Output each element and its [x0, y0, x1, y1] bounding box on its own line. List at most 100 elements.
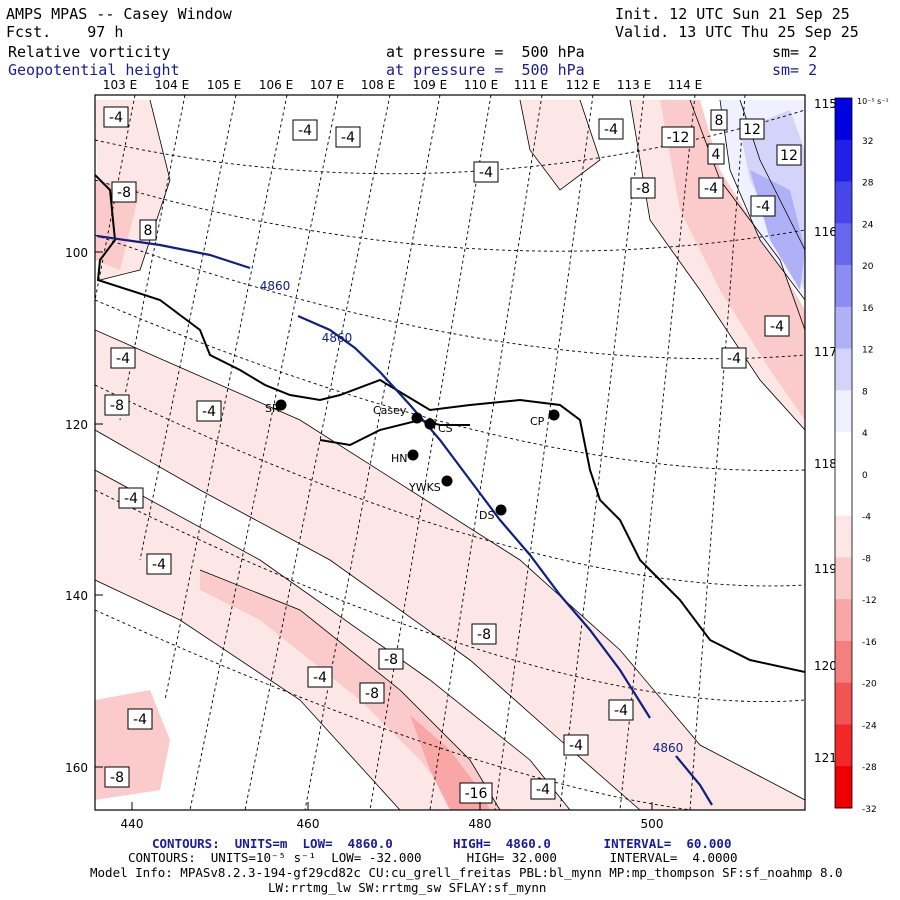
- vorticity-label: -4: [109, 110, 123, 126]
- vorticity-label-box: [118, 487, 144, 509]
- vorticity-label: -8: [384, 652, 398, 668]
- x-tick-label: 480: [469, 817, 492, 831]
- vorticity-label-box: [104, 766, 130, 788]
- vorticity-label-box: [776, 144, 802, 166]
- vorticity-label-box: [110, 347, 136, 369]
- colorbar: 32 28 24 20 16 12 8 4 0 -4 -8 -12 -16 -20 -24 -28 -32 10⁻…: [834, 97, 889, 815]
- colorbar-tick-label: 28: [862, 179, 874, 189]
- colorbar-swatch: [835, 181, 852, 224]
- colorbar-swatch: [835, 640, 852, 684]
- vorticity-label-box: [335, 126, 361, 148]
- height-contour-info: CONTOURS: UNITS=m LOW= 4860.0 HIGH= 4860…: [152, 836, 732, 851]
- y-tick-label: 120: [65, 418, 88, 432]
- colorbar-swatch: [835, 682, 852, 725]
- axes: 440 460 480 500 100 120 140 160: [65, 246, 663, 831]
- colorbar-tick-label: 20: [862, 262, 874, 272]
- colorbar-tick-label: 4: [862, 429, 868, 439]
- height-label: 4860: [322, 331, 353, 345]
- vorticity-label: -4: [536, 782, 550, 798]
- colorbar-tick-label: 0: [862, 471, 868, 481]
- field-1-smoothing: sm= 2: [772, 43, 818, 61]
- vorticity-label: -4: [614, 703, 628, 719]
- lon-label-top: 103 E: [103, 78, 137, 92]
- lon-label-top: 106 E: [259, 78, 293, 92]
- lon-label-top: 108 E: [361, 78, 395, 92]
- colorbar-swatch: [835, 557, 852, 600]
- colorbar-swatch: [835, 432, 852, 475]
- vorticity-label-box: [459, 782, 493, 804]
- vorticity-label: -4: [770, 319, 784, 335]
- vorticity-label-box: [127, 708, 153, 730]
- y-tick-label: 140: [65, 589, 88, 603]
- station-marker: [548, 409, 560, 421]
- lon-label-top: 111 E: [514, 78, 548, 92]
- station-marker: [495, 504, 507, 516]
- vorticity-label: -4: [152, 557, 166, 573]
- colorbar-tick-label: -16: [862, 638, 877, 648]
- station-marker: [275, 399, 287, 411]
- vorticity-label-box: [739, 118, 765, 140]
- lon-label-top: 104 E: [155, 78, 189, 92]
- x-tick-label: 500: [641, 817, 664, 831]
- vorticity-label: 4: [712, 147, 721, 163]
- colorbar-tick-label: 8: [862, 387, 868, 397]
- lon-label-top: 107 E: [310, 78, 344, 92]
- station-name: DS: [479, 509, 494, 522]
- vorticity-label-box: [146, 553, 172, 575]
- plot-frame: [94, 94, 806, 811]
- colorbar-swatch: [835, 306, 852, 350]
- field-2-smoothing: sm= 2: [772, 61, 818, 79]
- lon-label-top: 110 E: [464, 78, 498, 92]
- station-marker: [411, 412, 423, 424]
- colorbar-swatch: [835, 766, 852, 809]
- colorbar-tick-label: -8: [862, 554, 871, 564]
- vorticity-label: -4: [298, 123, 312, 139]
- colorbar-unit: 10⁻⁵ s⁻¹: [857, 97, 889, 106]
- colorbar-swatch: [835, 515, 852, 558]
- vorticity-label: -16: [465, 786, 488, 802]
- vorticity-label-box: [721, 347, 747, 369]
- x-tick-label: 460: [297, 817, 320, 831]
- vorticity-label-box: [630, 177, 656, 199]
- vorticity-label: -4: [604, 122, 618, 138]
- colorbar-tick-label: -32: [862, 805, 877, 815]
- colorbar-swatch: [835, 139, 852, 183]
- colorbar-swatch: [835, 223, 852, 266]
- plot-title: AMPS MPAS -- Casey Window: [6, 5, 232, 23]
- vorticity-label: -4: [116, 351, 130, 367]
- station-marker: [407, 449, 419, 461]
- init-time: Init. 12 UTC Sun 21 Sep 25: [615, 5, 850, 23]
- field-1-name: Relative vorticity: [8, 43, 171, 61]
- vorticity-label-box: [750, 195, 776, 217]
- field-2-name: Geopotential height: [8, 61, 180, 79]
- vorticity-label-box: [307, 666, 333, 688]
- vorticity-label: -4: [341, 130, 355, 146]
- colorbar-swatch: [835, 599, 852, 642]
- colorbar-frame: [834, 97, 853, 809]
- vorticity-label: -4: [133, 712, 147, 728]
- vorticity-label: -4: [569, 738, 583, 754]
- stations: SR Casey CS HN YWKS DS CP: [265, 399, 560, 522]
- vorticity-label-box: [707, 143, 725, 165]
- coastline: [95, 174, 805, 673]
- station-marker: [441, 475, 453, 487]
- height-label: 4860: [260, 279, 291, 293]
- station-name: HN: [391, 452, 408, 465]
- vorticity-label: -12: [667, 130, 690, 146]
- colorbar-tick-label: 16: [862, 304, 874, 314]
- vorticity-label: -4: [202, 404, 216, 420]
- height-contour-4860: [96, 234, 713, 806]
- vorticity-label: 12: [780, 148, 798, 164]
- lon-label-top: 113 E: [617, 78, 651, 92]
- colorbar-tick-label: -28: [862, 763, 877, 773]
- station-name: SR: [265, 402, 280, 415]
- colorbar-swatch: [835, 265, 852, 308]
- x-tick-label: 440: [121, 817, 144, 831]
- vorticity-label-box: [530, 778, 556, 800]
- vorticity-label-box: [111, 181, 137, 203]
- vorticity-label-box: [710, 109, 728, 131]
- colorbar-tick-label: -12: [862, 596, 877, 606]
- height-label: 4860: [653, 741, 684, 755]
- station-name: CP: [530, 415, 545, 428]
